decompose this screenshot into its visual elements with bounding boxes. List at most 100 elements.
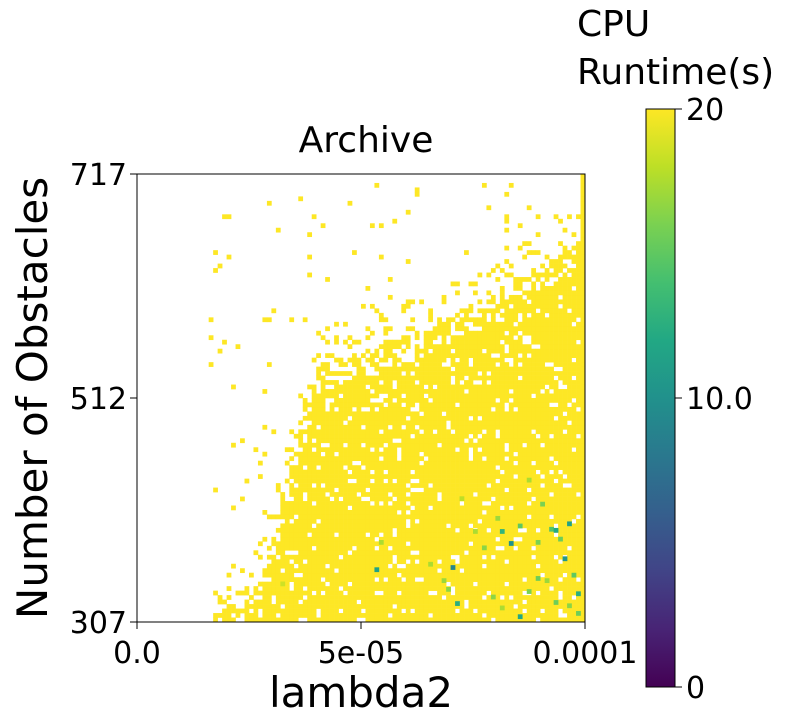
heatmap-cell	[298, 196, 304, 202]
heatmap-cell	[387, 393, 393, 399]
heatmap-cell	[428, 604, 433, 609]
heatmap-cell	[383, 326, 389, 332]
heatmap-cell	[571, 389, 577, 394]
heatmap-cell	[490, 357, 496, 363]
heatmap-cell	[311, 406, 317, 412]
heatmap-cell	[244, 617, 250, 622]
heatmap-cell	[468, 568, 474, 574]
heatmap-cell	[576, 290, 581, 296]
heatmap-cell	[446, 532, 451, 538]
heatmap-cell	[311, 550, 317, 556]
heatmap-cell	[262, 590, 268, 596]
heatmap-cell	[316, 366, 321, 372]
heatmap-cell	[459, 545, 465, 551]
heatmap-cell	[544, 554, 550, 560]
heatmap-cell	[374, 469, 380, 475]
heatmap-cell	[544, 344, 550, 350]
heatmap-cell	[522, 375, 528, 381]
heatmap-cell	[567, 460, 572, 466]
heatmap-cell	[495, 375, 501, 381]
heatmap-cell	[437, 398, 442, 403]
heatmap-cell	[343, 545, 348, 551]
heatmap-cell	[307, 496, 313, 502]
heatmap-cell	[468, 563, 474, 569]
heatmap-cell	[383, 536, 389, 542]
heatmap-cell	[320, 554, 326, 560]
heatmap-cell	[378, 478, 384, 484]
heatmap-cell	[576, 456, 581, 462]
heatmap-cell	[329, 474, 335, 479]
heatmap-cell	[284, 572, 290, 578]
heatmap-cell	[298, 523, 304, 529]
heatmap-cell	[490, 590, 496, 596]
heatmap-cell	[473, 613, 478, 618]
heatmap-cell	[553, 496, 559, 502]
heatmap-cell	[356, 581, 362, 587]
heatmap-cell	[356, 554, 362, 560]
heatmap-cell	[356, 604, 362, 609]
heatmap-cell	[580, 290, 585, 296]
heatmap-cell	[302, 604, 308, 609]
heatmap-cell	[320, 541, 326, 547]
heatmap-cell	[356, 371, 362, 376]
heatmap-cell	[464, 366, 469, 372]
heatmap-cell	[428, 554, 433, 560]
heatmap-cell	[477, 424, 483, 430]
heatmap-cell	[526, 523, 532, 529]
heatmap-cell	[522, 554, 528, 560]
heatmap-cell	[567, 442, 572, 448]
heatmap-cell	[414, 496, 420, 502]
heatmap-cell	[553, 505, 559, 511]
heatmap-cell	[428, 429, 433, 435]
heatmap-cell	[311, 474, 317, 479]
heatmap-cell	[446, 568, 451, 574]
heatmap-cell	[580, 281, 585, 287]
heatmap-cell	[576, 510, 581, 515]
heatmap-cell	[526, 415, 532, 421]
heatmap-cell	[553, 259, 559, 264]
heatmap-cell	[410, 514, 416, 520]
heatmap-cell	[329, 465, 335, 470]
heatmap-cell	[459, 510, 465, 515]
heatmap-cell	[392, 487, 398, 493]
heatmap-cell	[468, 330, 474, 336]
heatmap-cell	[446, 389, 451, 394]
heatmap-cell	[576, 214, 581, 220]
heatmap-cell	[580, 456, 585, 462]
heatmap-cell	[316, 474, 321, 479]
heatmap-cell	[535, 402, 541, 408]
heatmap-cell	[316, 415, 321, 421]
heatmap-cell	[477, 456, 483, 462]
heatmap-cell	[562, 487, 568, 493]
heatmap-cell	[419, 438, 425, 444]
heatmap-cell	[369, 429, 375, 435]
heatmap-cell	[508, 590, 514, 596]
heatmap-cell	[329, 442, 335, 448]
heatmap-cell	[437, 478, 442, 484]
heatmap-cell	[311, 604, 317, 609]
heatmap-cell	[387, 527, 393, 533]
heatmap-cell	[513, 465, 519, 470]
heatmap-cell	[383, 389, 389, 394]
heatmap-cell	[544, 527, 550, 533]
heatmap-cell	[486, 205, 492, 211]
heatmap-cell	[280, 541, 286, 547]
heatmap-cell	[401, 429, 407, 435]
heatmap-cell	[450, 384, 456, 390]
heatmap-cell	[544, 429, 550, 435]
heatmap-cell	[567, 465, 572, 470]
heatmap-cell	[544, 460, 550, 466]
heatmap-cell	[307, 254, 313, 260]
heatmap-cell	[567, 505, 572, 511]
heatmap-cell	[266, 317, 272, 323]
heatmap-cell	[253, 604, 259, 609]
heatmap-cell	[374, 532, 380, 538]
heatmap-cell	[343, 384, 348, 390]
heatmap-cell	[473, 384, 478, 390]
heatmap-cell	[284, 518, 290, 524]
heatmap-cell	[562, 339, 568, 345]
heatmap-cell	[558, 263, 563, 269]
heatmap-cell	[311, 518, 317, 524]
heatmap-cell	[432, 608, 438, 614]
heatmap-cell	[486, 321, 492, 327]
